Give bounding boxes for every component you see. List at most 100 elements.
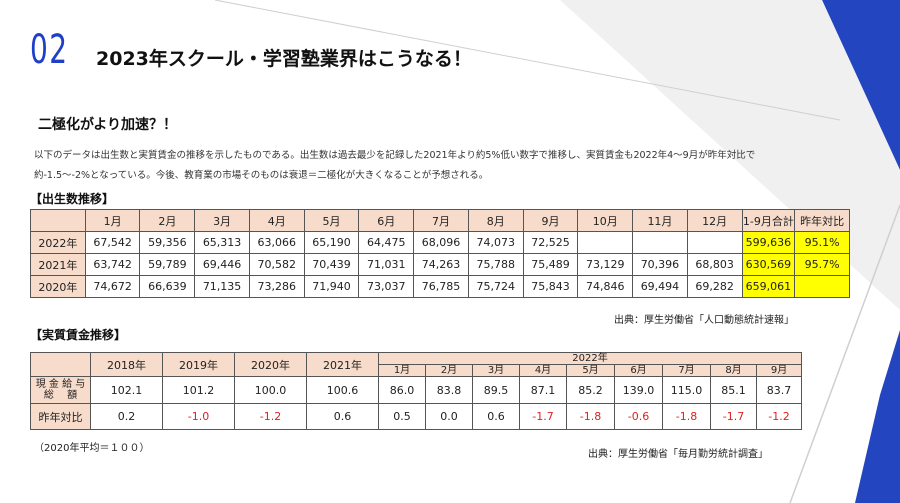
table-cell-negative: -0.6 — [614, 403, 663, 430]
table-cell: 64,475 — [358, 231, 415, 254]
table-cell: 139.0 — [614, 376, 663, 404]
table-cell: 101.2 — [162, 376, 235, 404]
header-cell: 3月 — [194, 209, 250, 232]
table-cell: 85.1 — [710, 376, 757, 404]
table-cell: 0.0 — [425, 403, 473, 430]
row-label: 現 金 給 与 総 額 — [30, 376, 91, 404]
table-cell: 67,542 — [84, 231, 141, 254]
wages-header-row-1: 2018年 2019年 2020年 2021年 2022年 — [30, 352, 803, 377]
row-label: 2022年 — [30, 231, 86, 254]
table-row: 昨年対比 0.2 -1.0 -1.2 0.6 0.5 0.0 0.6 -1.7 … — [30, 403, 803, 430]
yoy-cell: 95.7% — [794, 253, 850, 276]
header-cell-yoy: 昨年対比 — [794, 209, 850, 232]
table-cell: 71,940 — [303, 275, 360, 298]
table-cell: 66,639 — [139, 275, 196, 298]
table-cell-negative: -1.8 — [662, 403, 711, 430]
table-cell: 63,742 — [84, 253, 141, 276]
header-cell: 8月 — [467, 209, 524, 232]
table-cell: 69,494 — [632, 275, 688, 298]
births-header-row: 1月 2月 3月 4月 5月 6月 7月 8月 9月 10月 11月 12月 1… — [30, 209, 850, 232]
header-cell-month: 8月 — [710, 364, 757, 377]
table-cell: 65,313 — [194, 231, 250, 254]
table-cell: 71,031 — [358, 253, 415, 276]
table-cell: 83.8 — [425, 376, 473, 404]
table-cell: 73,129 — [577, 253, 634, 276]
header-cell: 2019年 — [162, 352, 235, 377]
table-cell: 0.6 — [306, 403, 379, 430]
wages-table: 2018年 2019年 2020年 2021年 2022年 1月 2月 3月 4… — [30, 352, 803, 430]
table-cell: 74,672 — [84, 275, 141, 298]
table-cell: 0.2 — [90, 403, 163, 430]
header-cell-month: 5月 — [566, 364, 615, 377]
table-cell: 86.0 — [378, 376, 426, 404]
table-row: 2022年 67,542 59,356 65,313 63,066 65,190… — [30, 231, 850, 254]
blue-corner-shape — [822, 0, 900, 170]
header-cell: 2021年 — [306, 352, 379, 377]
table-cell-negative: -1.7 — [519, 403, 567, 430]
wages-header-row-2: 1月 2月 3月 4月 5月 6月 7月 8月 9月 — [31, 364, 803, 377]
row-label: 昨年対比 — [30, 403, 91, 430]
table-cell: 69,282 — [686, 275, 743, 298]
total-cell: 599,636 — [741, 231, 796, 254]
header-cell: 1月 — [84, 209, 141, 232]
wages-note: （2020年平均＝１００） — [34, 443, 150, 454]
table-cell: 65,190 — [303, 231, 360, 254]
table-cell: 85.2 — [566, 376, 615, 404]
table-cell: 70,439 — [303, 253, 360, 276]
table-cell: 75,843 — [522, 275, 579, 298]
table-cell: 74,073 — [467, 231, 524, 254]
wages-heading: 【実質賃金推移】 — [30, 328, 127, 342]
table-cell-negative: -1.7 — [710, 403, 757, 430]
table-cell: 70,396 — [632, 253, 688, 276]
header-cell: 12月 — [686, 209, 743, 232]
table-cell: 87.1 — [519, 376, 567, 404]
subtitle: 二極化がより加速？！ — [38, 117, 178, 133]
description-line-2: 約-1.5～-2%となっている。今後、教育業の市場そのものは衰退＝二極化が大きく… — [34, 170, 489, 181]
header-cell-month: 7月 — [662, 364, 711, 377]
total-cell: 630,569 — [741, 253, 796, 276]
total-cell: 659,061 — [741, 275, 796, 298]
table-cell: 68,096 — [413, 231, 469, 254]
table-cell — [686, 231, 743, 254]
header-group-2022: 2022年 — [377, 352, 803, 365]
table-row: 現 金 給 与 総 額 102.1 101.2 100.0 100.6 86.0… — [30, 376, 803, 404]
header-cell-month: 3月 — [472, 364, 520, 377]
table-cell: 70,582 — [248, 253, 305, 276]
table-cell: 89.5 — [472, 376, 520, 404]
table-cell: 115.0 — [662, 376, 711, 404]
table-cell: 59,789 — [139, 253, 196, 276]
table-cell: 72,525 — [522, 231, 579, 254]
table-cell-negative: -1.0 — [162, 403, 235, 430]
table-cell-negative: -1.8 — [566, 403, 615, 430]
header-cell-month: 9月 — [755, 364, 803, 377]
description-line-1: 以下のデータは出生数と実質賃金の推移を示したものである。出生数は過去最少を記録し… — [34, 150, 756, 161]
row-label: 2020年 — [30, 275, 86, 298]
header-cell: 10月 — [577, 209, 634, 232]
header-cell: 6月 — [358, 209, 415, 232]
section-number: 02 — [30, 27, 69, 73]
table-cell — [632, 231, 688, 254]
header-cell: 2018年 — [90, 352, 163, 377]
table-cell — [577, 231, 634, 254]
header-cell: 7月 — [413, 209, 469, 232]
header-cell: 4月 — [248, 209, 305, 232]
table-cell: 59,356 — [139, 231, 196, 254]
header-cell: 2020年 — [234, 352, 307, 377]
table-cell: 0.5 — [378, 403, 426, 430]
table-cell: 83.7 — [755, 376, 803, 404]
table-cell: 75,788 — [467, 253, 524, 276]
table-cell: 75,489 — [522, 253, 579, 276]
yoy-cell — [794, 275, 850, 298]
table-cell: 63,066 — [248, 231, 305, 254]
header-cell-month: 4月 — [519, 364, 567, 377]
header-cell: 11月 — [632, 209, 688, 232]
table-cell: 0.6 — [472, 403, 520, 430]
header-cell: 9月 — [522, 209, 579, 232]
births-source: 出典：厚生労働省「人口動態統計速報」 — [614, 315, 794, 326]
table-cell: 74,263 — [413, 253, 469, 276]
table-cell: 69,446 — [194, 253, 250, 276]
table-cell: 71,135 — [194, 275, 250, 298]
row-label: 2021年 — [30, 253, 86, 276]
table-row: 2021年 63,742 59,789 69,446 70,582 70,439… — [30, 253, 850, 276]
table-cell-negative: -1.2 — [234, 403, 307, 430]
